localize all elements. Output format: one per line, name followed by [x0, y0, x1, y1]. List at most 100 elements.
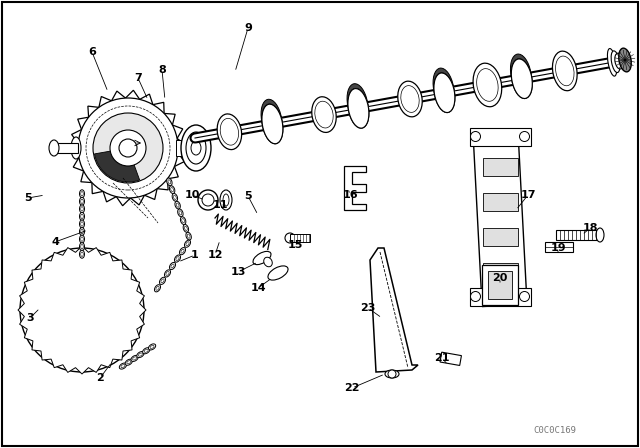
Ellipse shape — [179, 211, 182, 215]
Ellipse shape — [175, 255, 180, 262]
Ellipse shape — [401, 86, 419, 112]
Text: 11: 11 — [212, 200, 228, 210]
Circle shape — [470, 132, 481, 142]
Ellipse shape — [138, 353, 142, 356]
Ellipse shape — [121, 365, 125, 368]
Circle shape — [93, 113, 163, 183]
Ellipse shape — [161, 279, 164, 283]
Text: 6: 6 — [88, 47, 96, 57]
Bar — [470, 288, 531, 306]
Ellipse shape — [144, 349, 148, 352]
Ellipse shape — [186, 232, 191, 240]
Ellipse shape — [607, 48, 617, 76]
Ellipse shape — [119, 363, 127, 369]
Circle shape — [119, 139, 137, 157]
Ellipse shape — [183, 224, 189, 232]
Bar — [440, 352, 461, 366]
Text: 20: 20 — [492, 273, 508, 283]
Bar — [54, 143, 78, 153]
Ellipse shape — [347, 84, 368, 123]
Ellipse shape — [511, 54, 531, 94]
Ellipse shape — [223, 194, 229, 206]
Ellipse shape — [186, 132, 206, 164]
Circle shape — [520, 292, 529, 302]
Ellipse shape — [477, 69, 498, 101]
Ellipse shape — [81, 245, 83, 249]
Ellipse shape — [166, 178, 172, 186]
Ellipse shape — [81, 214, 83, 219]
Ellipse shape — [79, 197, 84, 205]
Ellipse shape — [49, 140, 59, 156]
Ellipse shape — [217, 114, 242, 150]
Ellipse shape — [433, 68, 454, 108]
Ellipse shape — [315, 101, 333, 128]
Ellipse shape — [285, 233, 295, 243]
Ellipse shape — [434, 73, 455, 112]
Ellipse shape — [81, 237, 83, 241]
Bar — [556, 230, 600, 240]
Circle shape — [50, 278, 114, 342]
Text: 15: 15 — [287, 240, 303, 250]
Ellipse shape — [198, 190, 218, 210]
Ellipse shape — [159, 277, 166, 284]
Ellipse shape — [143, 348, 150, 354]
Bar — [482, 265, 518, 305]
Ellipse shape — [150, 345, 154, 349]
Text: 4: 4 — [51, 237, 59, 247]
Ellipse shape — [348, 89, 369, 128]
Ellipse shape — [184, 226, 188, 230]
Ellipse shape — [181, 249, 184, 253]
Text: 19: 19 — [550, 243, 566, 253]
Circle shape — [78, 98, 178, 198]
Wedge shape — [95, 148, 140, 182]
Ellipse shape — [615, 53, 623, 69]
Ellipse shape — [156, 286, 159, 290]
Ellipse shape — [170, 263, 175, 270]
Bar — [483, 263, 518, 280]
Ellipse shape — [186, 242, 189, 246]
Bar — [176, 140, 184, 156]
Ellipse shape — [164, 270, 170, 277]
Ellipse shape — [611, 51, 620, 73]
Ellipse shape — [81, 199, 83, 203]
Ellipse shape — [79, 243, 84, 251]
Ellipse shape — [552, 51, 577, 90]
Text: 3: 3 — [26, 313, 34, 323]
Ellipse shape — [125, 359, 132, 365]
Ellipse shape — [262, 104, 283, 144]
Text: 23: 23 — [360, 303, 376, 313]
Bar — [470, 128, 531, 146]
Ellipse shape — [79, 220, 84, 228]
Circle shape — [388, 370, 396, 378]
Ellipse shape — [181, 125, 211, 171]
Ellipse shape — [173, 195, 176, 199]
Text: 16: 16 — [342, 190, 358, 200]
Text: 14: 14 — [250, 283, 266, 293]
Polygon shape — [344, 166, 366, 210]
Ellipse shape — [268, 266, 288, 280]
Ellipse shape — [166, 271, 169, 276]
Ellipse shape — [81, 252, 83, 256]
Ellipse shape — [154, 284, 161, 292]
Bar — [483, 193, 518, 211]
Ellipse shape — [511, 59, 532, 99]
Bar — [290, 234, 310, 242]
Ellipse shape — [434, 73, 455, 112]
Text: 2: 2 — [96, 373, 104, 383]
Ellipse shape — [170, 186, 175, 194]
Bar — [545, 242, 573, 252]
Ellipse shape — [398, 81, 422, 117]
Ellipse shape — [264, 257, 272, 267]
Text: C0C0C169: C0C0C169 — [534, 426, 577, 435]
Ellipse shape — [473, 63, 502, 107]
Ellipse shape — [385, 370, 399, 378]
Ellipse shape — [262, 104, 283, 144]
Ellipse shape — [175, 201, 180, 209]
Ellipse shape — [261, 99, 282, 139]
Bar — [473, 129, 527, 306]
Text: 10: 10 — [184, 190, 200, 200]
Ellipse shape — [179, 248, 186, 255]
Ellipse shape — [253, 251, 271, 265]
Text: 22: 22 — [344, 383, 360, 393]
Text: 9: 9 — [244, 23, 252, 33]
